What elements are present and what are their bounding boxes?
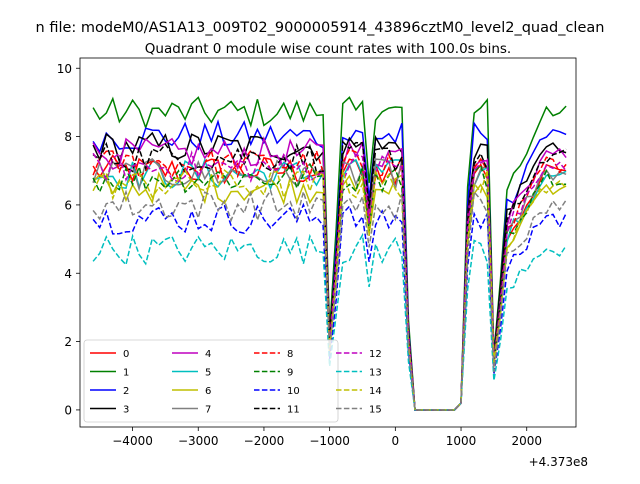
legend-label-6: 6 — [205, 386, 211, 397]
legend-label-5: 5 — [205, 368, 211, 379]
x-tick-label: −1000 — [309, 434, 350, 448]
legend-label-14: 14 — [369, 386, 382, 397]
plot-frame — [79, 57, 577, 428]
legend-label-15: 15 — [369, 405, 382, 416]
legend-label-2: 2 — [123, 386, 129, 397]
figure-title: n file: modeM0/AS1A13_009T02_9000005914_… — [36, 20, 605, 36]
legend-label-13: 13 — [369, 368, 382, 379]
chart-title: Quadrant 0 module wise count rates with … — [145, 41, 511, 57]
legend-label-9: 9 — [287, 368, 293, 379]
y-tick-label: 6 — [64, 198, 72, 212]
series-line-12 — [92, 149, 567, 411]
x-tick-label: 0 — [392, 434, 400, 448]
x-tick-label: 2000 — [511, 434, 542, 448]
legend-label-10: 10 — [287, 386, 300, 397]
legend-label-4: 4 — [205, 349, 211, 360]
legend-label-1: 1 — [123, 368, 129, 379]
legend-box — [83, 339, 339, 423]
y-tick-label: 4 — [64, 267, 72, 281]
legend-label-8: 8 — [287, 349, 293, 360]
y-tick-label: 8 — [64, 130, 72, 144]
legend-label-3: 3 — [123, 405, 129, 416]
legend-label-12: 12 — [369, 349, 382, 360]
x-tick-label: 1000 — [446, 434, 477, 448]
axes-layer: −4000 −3000 −2000 −1000 0 1000 20000246810+4.3… — [57, 57, 588, 469]
x-offset-label: +4.373e8 — [529, 455, 588, 469]
legend-label-11: 11 — [287, 405, 300, 416]
x-tick-label: −4000 — [112, 434, 153, 448]
x-tick-label: −2000 — [244, 434, 285, 448]
x-tick-label: −3000 — [178, 434, 219, 448]
legend-label-0: 0 — [123, 349, 129, 360]
y-tick-label: 0 — [64, 403, 72, 417]
legend-label-7: 7 — [205, 405, 211, 416]
y-tick-label: 2 — [64, 335, 72, 349]
y-tick-label: 10 — [57, 62, 72, 76]
